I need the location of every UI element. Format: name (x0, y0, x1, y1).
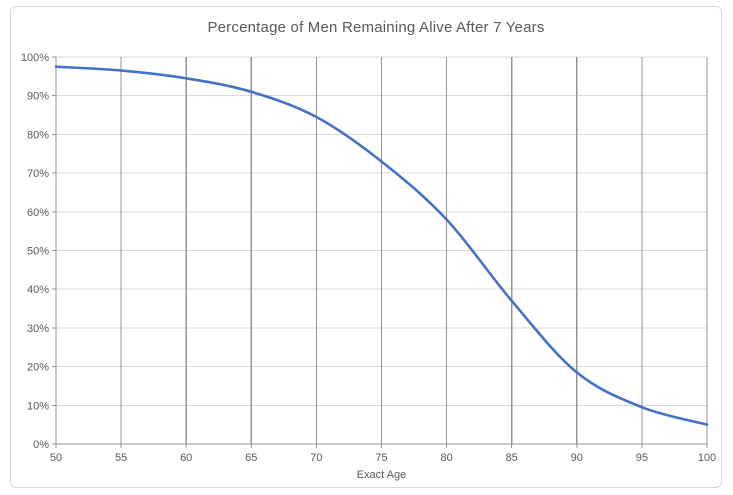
x-tick-label: 90 (571, 452, 583, 464)
x-tick-label: 60 (180, 452, 192, 464)
chart-title: Percentage of Men Remaining Alive After … (207, 19, 545, 36)
x-tick-label: 75 (375, 452, 387, 464)
y-tick-label: 90% (27, 91, 49, 103)
x-tick-label: 50 (50, 452, 62, 464)
y-tick-label: 30% (27, 323, 49, 335)
x-tick-label: 80 (440, 452, 452, 464)
y-tick-label: 100% (21, 52, 49, 64)
x-tick-label: 70 (310, 452, 322, 464)
y-tick-label: 80% (27, 129, 49, 141)
x-tick-label: 95 (636, 452, 648, 464)
y-tick-label: 70% (27, 168, 49, 180)
chart-frame (10, 6, 722, 488)
y-tick-label: 10% (27, 400, 49, 412)
x-tick-label: 55 (115, 452, 127, 464)
y-tick-label: 40% (27, 284, 49, 296)
y-tick-label: 60% (27, 207, 49, 219)
x-tick-label: 100 (698, 452, 716, 464)
y-tick-label: 20% (27, 362, 49, 374)
y-tick-label: 0% (33, 439, 49, 451)
series-line (54, 65, 709, 426)
x-axis-title: Exact Age (356, 469, 407, 481)
x-tick-label: 65 (245, 452, 257, 464)
x-tick-label: 85 (506, 452, 518, 464)
y-tick-label: 50% (27, 246, 49, 258)
